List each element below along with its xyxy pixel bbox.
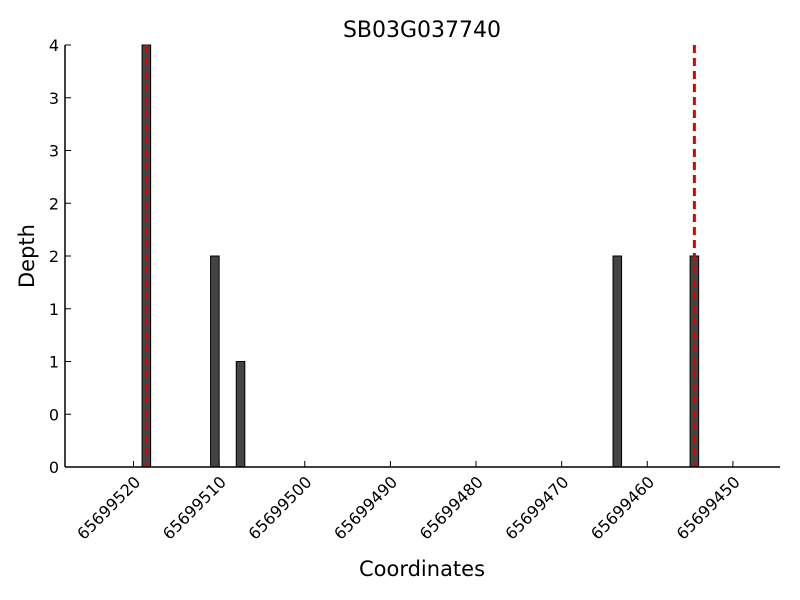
- x-axis-label: Coordinates: [359, 557, 485, 581]
- y-tick-label: 0: [49, 458, 59, 477]
- chart-title: SB03G037740: [343, 18, 501, 43]
- y-axis-label: Depth: [15, 224, 39, 288]
- y-tick-label: 2: [49, 194, 59, 213]
- bar: [235, 361, 246, 468]
- y-tick-label: 1: [49, 353, 59, 372]
- x-tick-label: 65699460: [587, 472, 658, 543]
- x-tick-label: 65699500: [245, 472, 316, 543]
- x-tick-label: 65699490: [330, 472, 401, 543]
- x-tick-label: 65699470: [501, 472, 572, 543]
- x-tick-label: 65699480: [416, 472, 487, 543]
- x-tick-label: 65699520: [73, 472, 144, 543]
- bar: [210, 255, 220, 468]
- y-tick-label: 4: [49, 36, 59, 55]
- y-tick-label: 1: [49, 300, 59, 319]
- y-tick-label: 3: [49, 89, 59, 108]
- y-tick-label: 0: [49, 405, 59, 424]
- x-tick-label: 65699510: [159, 472, 230, 543]
- y-tick-label: 2: [49, 247, 59, 266]
- bar: [612, 255, 623, 468]
- x-tick-label: 65699450: [673, 472, 744, 543]
- y-tick-label: 3: [49, 142, 59, 161]
